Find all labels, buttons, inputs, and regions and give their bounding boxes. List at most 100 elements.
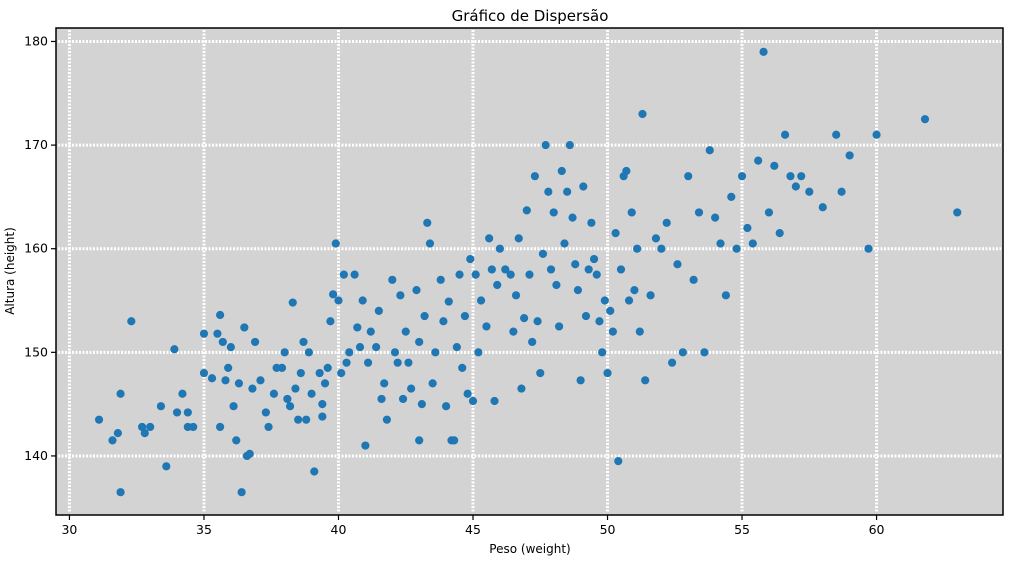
data-point — [563, 187, 572, 196]
data-point — [444, 297, 453, 306]
data-point — [339, 270, 348, 279]
data-point — [525, 270, 534, 279]
data-point — [522, 206, 531, 215]
x-tick-label: 45 — [465, 522, 481, 537]
data-point — [415, 337, 424, 347]
data-point — [455, 270, 464, 279]
data-point — [420, 311, 429, 321]
data-point — [646, 291, 655, 300]
data-point — [651, 234, 661, 243]
data-point — [616, 265, 626, 274]
data-point — [294, 415, 303, 424]
data-point — [732, 244, 741, 253]
data-point — [277, 363, 287, 372]
data-point — [476, 296, 486, 305]
data-point — [269, 389, 279, 398]
data-point — [388, 275, 397, 284]
data-point — [390, 348, 400, 357]
data-point — [412, 286, 421, 295]
data-point — [140, 429, 149, 438]
data-point — [694, 208, 704, 217]
data-point — [398, 394, 408, 404]
data-point — [224, 363, 233, 372]
data-point — [127, 317, 136, 326]
data-point — [549, 208, 558, 217]
x-tick-label: 60 — [869, 522, 885, 537]
data-point — [323, 363, 332, 372]
data-point — [116, 488, 125, 497]
data-point — [452, 343, 461, 352]
data-point — [221, 376, 230, 385]
data-point — [441, 402, 451, 411]
data-point — [627, 208, 636, 217]
data-point — [606, 306, 615, 315]
data-point — [490, 396, 499, 406]
data-point — [237, 488, 246, 497]
data-point — [624, 296, 634, 305]
data-point — [573, 286, 583, 295]
data-point — [248, 384, 257, 393]
data-point — [770, 161, 779, 170]
data-point — [581, 311, 591, 321]
data-point — [318, 400, 327, 409]
data-point — [818, 203, 827, 212]
data-point — [630, 286, 639, 295]
data-point — [598, 348, 607, 357]
data-point — [377, 394, 386, 404]
data-point — [396, 291, 405, 300]
data-point — [633, 244, 642, 253]
data-point — [183, 408, 192, 417]
data-point — [759, 47, 768, 56]
data-point — [315, 368, 324, 378]
data-point — [517, 384, 526, 393]
data-point — [393, 358, 402, 367]
data-point — [495, 244, 505, 253]
data-point — [401, 327, 410, 336]
data-point — [485, 234, 494, 243]
data-point — [331, 239, 340, 248]
data-point — [743, 223, 752, 233]
data-point — [530, 172, 539, 181]
data-point — [366, 327, 375, 336]
plot-area — [55, 27, 1004, 516]
data-point — [218, 337, 227, 347]
data-point — [304, 348, 313, 357]
data-point — [638, 109, 647, 119]
data-point — [471, 270, 480, 279]
data-point — [172, 408, 182, 417]
data-point — [468, 396, 478, 406]
data-point — [565, 140, 574, 150]
data-point — [310, 467, 319, 476]
data-point — [700, 348, 709, 357]
data-point — [622, 166, 631, 176]
data-point — [748, 239, 757, 248]
data-point — [372, 343, 381, 352]
data-point — [280, 348, 289, 357]
data-point — [845, 151, 854, 160]
data-point — [334, 296, 343, 305]
data-point — [404, 358, 413, 367]
data-point — [307, 389, 316, 398]
data-point — [797, 172, 806, 181]
data-point — [716, 239, 725, 248]
data-point — [207, 374, 217, 383]
data-point — [113, 429, 122, 438]
data-point — [684, 172, 693, 181]
data-point — [299, 337, 308, 347]
data-point — [805, 187, 814, 196]
data-point — [595, 317, 604, 326]
y-axis-ticks: 140 150 160 170 180 — [24, 33, 56, 463]
data-point — [296, 368, 305, 378]
data-point — [256, 376, 265, 385]
data-point — [199, 368, 209, 378]
data-point — [780, 130, 790, 139]
data-point — [380, 379, 389, 388]
data-point — [226, 343, 235, 352]
data-point — [428, 379, 437, 388]
data-point — [342, 358, 351, 367]
data-point — [318, 412, 327, 421]
data-point — [146, 422, 155, 432]
chart-title: Gráfico de Dispersão — [452, 7, 609, 25]
data-point — [326, 317, 335, 326]
